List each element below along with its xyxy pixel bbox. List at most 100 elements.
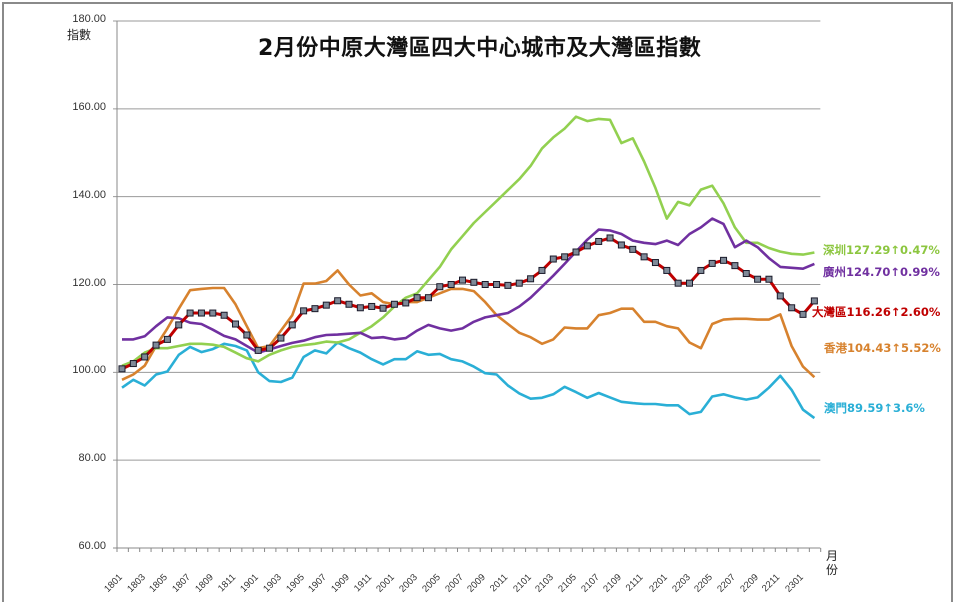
data-marker xyxy=(572,248,580,256)
data-marker xyxy=(549,255,557,263)
data-marker xyxy=(561,253,569,261)
end-label-change: ↑3.6% xyxy=(883,401,925,415)
end-label: 深圳127.29↑0.47% xyxy=(823,242,940,258)
data-marker xyxy=(504,281,512,289)
data-marker xyxy=(413,294,421,302)
data-marker xyxy=(175,321,183,329)
gridlines xyxy=(113,20,821,461)
axes xyxy=(113,21,822,552)
data-marker xyxy=(209,309,217,317)
end-label-city: 大灣區 xyxy=(812,305,847,319)
data-marker xyxy=(606,234,614,242)
data-marker xyxy=(322,301,330,309)
data-marker xyxy=(527,275,535,283)
data-marker xyxy=(651,259,659,267)
data-marker xyxy=(288,321,296,329)
y-axis-label: 指數 xyxy=(67,28,92,42)
data-marker xyxy=(788,304,796,312)
data-marker xyxy=(765,275,773,283)
data-marker xyxy=(697,266,705,274)
end-label-city: 廣州 xyxy=(823,265,846,279)
data-marker xyxy=(799,310,807,318)
end-label-value: 127.29 xyxy=(846,243,891,257)
y-tick-label: 60.00 xyxy=(78,540,106,552)
data-marker xyxy=(379,304,387,312)
end-label-value: 104.43 xyxy=(847,341,892,355)
end-label: 澳門89.59↑3.6% xyxy=(824,400,925,416)
series-line-深圳 xyxy=(121,115,815,367)
data-marker xyxy=(368,302,376,310)
data-marker xyxy=(515,279,523,287)
end-label-city: 澳門 xyxy=(824,401,847,415)
end-label-value: 116.26 xyxy=(846,305,891,319)
data-marker xyxy=(776,292,784,300)
data-marker xyxy=(629,245,637,253)
data-marker xyxy=(197,309,205,317)
data-marker xyxy=(152,341,160,349)
data-marker xyxy=(186,309,194,317)
data-marker xyxy=(345,300,353,308)
data-marker xyxy=(708,259,716,267)
series-lines xyxy=(118,115,818,420)
data-marker xyxy=(300,307,308,315)
chart-title: 2月份中原大灣區四大中心城市及大灣區指數 xyxy=(258,36,702,61)
data-marker xyxy=(595,237,603,245)
data-marker xyxy=(402,299,410,307)
data-marker xyxy=(447,281,455,288)
data-marker xyxy=(243,331,251,339)
data-marker xyxy=(617,241,625,249)
data-marker xyxy=(720,256,728,264)
x-axis-label: 月份 xyxy=(826,549,839,577)
series-line-香港 xyxy=(121,269,816,381)
data-marker xyxy=(754,275,762,283)
data-marker xyxy=(481,281,489,288)
y-tick-label: 80.00 xyxy=(78,452,106,465)
end-label-city: 香港 xyxy=(824,341,847,355)
data-marker xyxy=(334,297,342,305)
data-marker xyxy=(663,266,671,274)
data-marker xyxy=(232,320,239,328)
data-marker xyxy=(686,279,693,287)
data-marker xyxy=(459,276,466,284)
end-label: 廣州124.70↑0.99% xyxy=(823,264,940,280)
data-marker xyxy=(277,334,285,342)
end-label-change: ↑0.99% xyxy=(890,265,940,279)
end-label-city: 深圳 xyxy=(823,243,846,257)
data-marker xyxy=(742,270,750,278)
end-label-value: 89.59 xyxy=(847,401,884,415)
y-tick-label: 180.00 xyxy=(72,13,106,25)
data-marker xyxy=(640,253,648,261)
data-marker xyxy=(356,304,364,312)
data-marker xyxy=(731,262,739,270)
data-marker xyxy=(129,360,137,368)
series-line-澳門 xyxy=(121,341,816,420)
end-label: 香港104.43↑5.52% xyxy=(824,340,941,356)
y-tick-label: 140.00 xyxy=(72,188,106,201)
data-marker xyxy=(141,353,149,361)
series-line-廣州 xyxy=(122,217,815,354)
data-marker xyxy=(583,242,591,250)
data-marker xyxy=(254,346,262,354)
end-label-change: ↑5.52% xyxy=(891,341,941,355)
data-marker xyxy=(118,365,126,373)
data-marker xyxy=(674,279,682,287)
end-label-value: 124.70 xyxy=(846,265,891,279)
y-tick-label: 120.00 xyxy=(72,276,106,289)
y-tick-label: 160.00 xyxy=(72,100,106,113)
data-marker xyxy=(470,278,478,286)
data-marker xyxy=(493,281,501,288)
data-marker xyxy=(436,283,444,291)
data-marker xyxy=(220,311,228,319)
data-marker xyxy=(390,300,398,308)
data-marker xyxy=(266,344,274,352)
data-marker xyxy=(311,305,319,313)
end-label-change: ↑2.60% xyxy=(890,305,941,319)
data-marker xyxy=(810,297,818,305)
data-marker xyxy=(163,335,171,343)
data-marker xyxy=(538,266,546,274)
data-marker xyxy=(424,294,432,302)
end-label-change: ↑0.47% xyxy=(890,243,940,257)
end-label: 大灣區116.26↑2.60% xyxy=(812,304,940,320)
